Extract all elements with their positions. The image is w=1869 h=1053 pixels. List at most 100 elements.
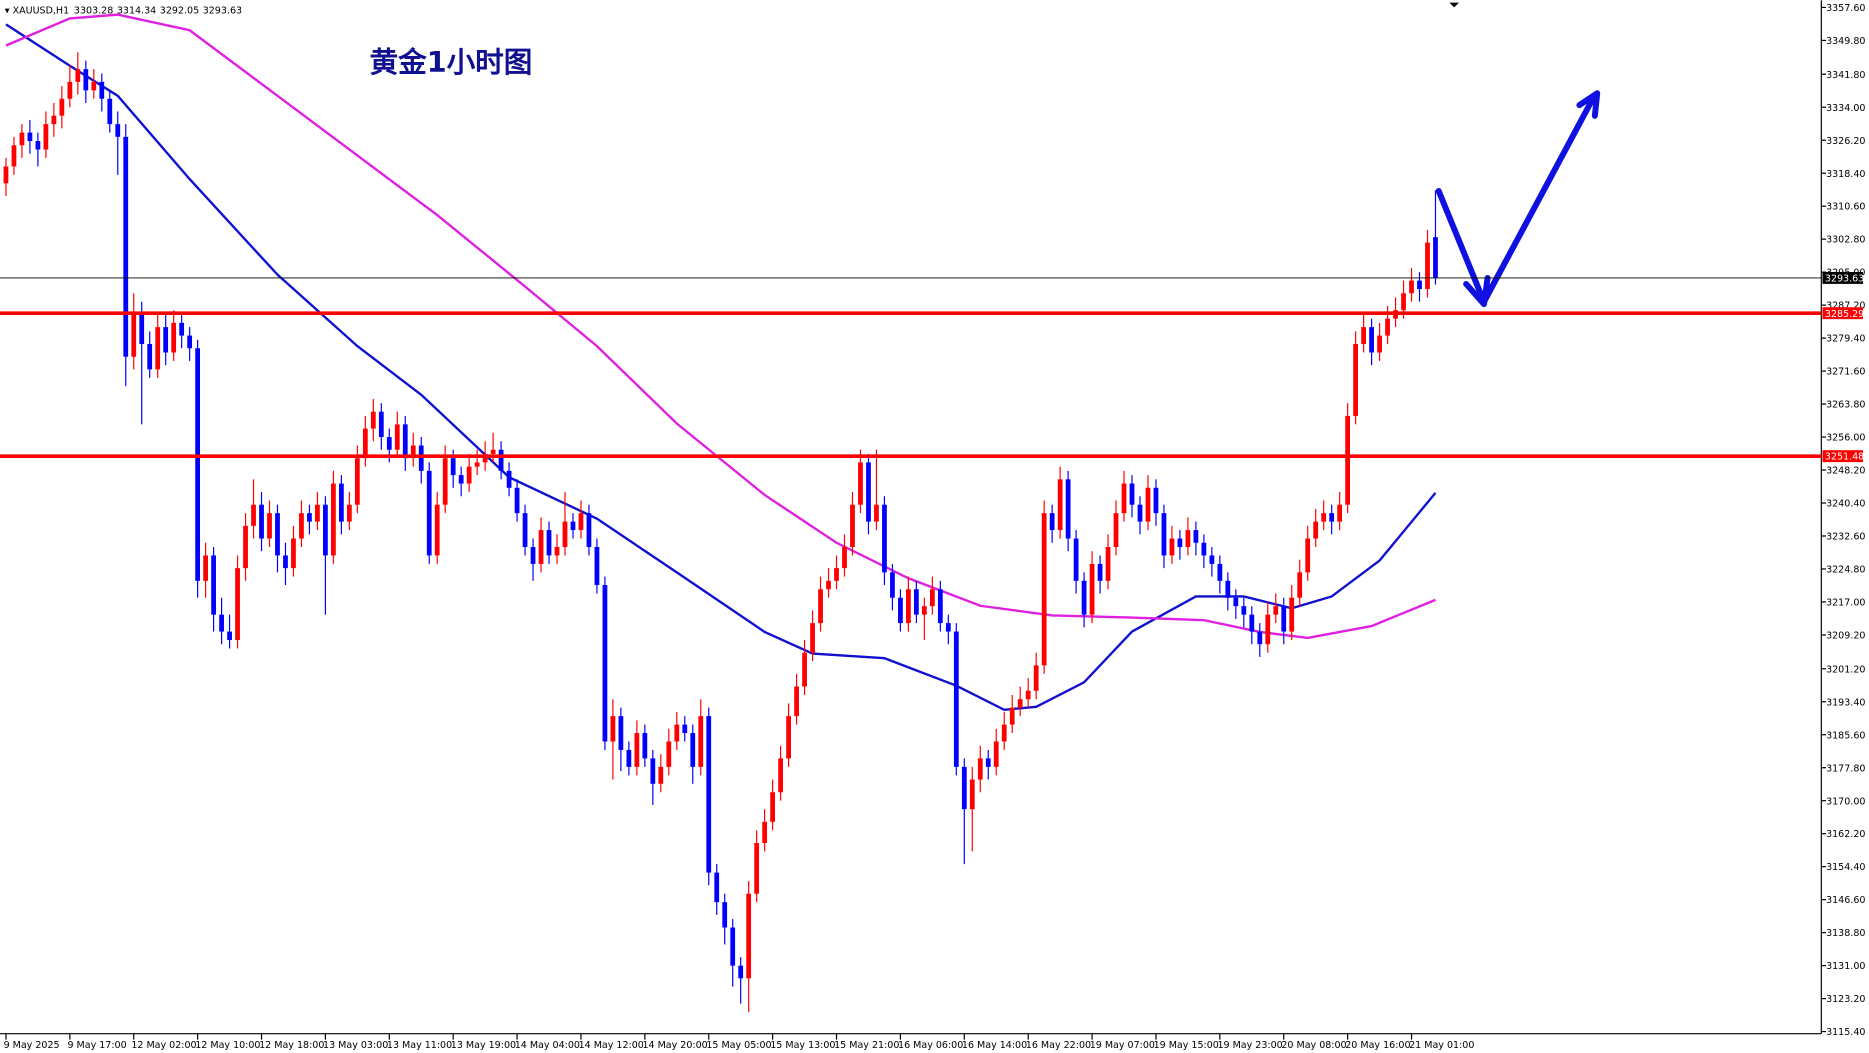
candle-body bbox=[1401, 293, 1406, 311]
x-tick-label: 16 May 14:00 bbox=[962, 1040, 1027, 1051]
candle-body bbox=[514, 487, 520, 514]
candle-body bbox=[267, 513, 272, 539]
candle-body bbox=[1065, 479, 1071, 539]
candle-body bbox=[722, 902, 728, 928]
candle-body bbox=[458, 475, 464, 484]
candle-body bbox=[1209, 555, 1215, 564]
candle-body bbox=[1049, 513, 1055, 531]
candle-body bbox=[19, 132, 25, 146]
candle-body bbox=[402, 424, 408, 459]
candle-body bbox=[346, 504, 352, 522]
candle-body bbox=[219, 614, 224, 632]
y-tick-label: 3138.80 bbox=[1826, 928, 1865, 939]
candle-body bbox=[1009, 707, 1015, 725]
x-tick-label: 14 May 04:00 bbox=[515, 1040, 580, 1051]
candle-body bbox=[51, 115, 57, 125]
x-tick-label: 19 May 23:00 bbox=[1217, 1040, 1282, 1051]
candle-body bbox=[1169, 538, 1175, 556]
candle-body bbox=[594, 546, 600, 586]
y-tick-label: 3193.40 bbox=[1826, 697, 1865, 708]
candle-body bbox=[626, 749, 632, 767]
x-tick-label: 14 May 12:00 bbox=[579, 1040, 644, 1051]
candle-body bbox=[1081, 580, 1087, 615]
candle-body bbox=[139, 314, 145, 345]
y-tick-label: 3256.00 bbox=[1826, 433, 1865, 444]
candle-body bbox=[778, 758, 784, 793]
candle-body bbox=[1417, 280, 1422, 290]
candle-body bbox=[211, 555, 216, 615]
candle-body bbox=[1289, 597, 1295, 632]
candle-body bbox=[43, 124, 49, 150]
candle-body bbox=[1025, 690, 1031, 700]
y-tick-label: 3162.20 bbox=[1826, 829, 1865, 840]
candle-body bbox=[1345, 415, 1351, 505]
candle-body bbox=[762, 821, 768, 843]
candle-body bbox=[1057, 479, 1063, 531]
candle-body bbox=[1337, 504, 1343, 522]
candle-body bbox=[1353, 344, 1359, 416]
candle-body bbox=[738, 965, 744, 979]
candle-body bbox=[714, 872, 720, 903]
candle-body bbox=[1001, 724, 1007, 742]
candle-body bbox=[418, 445, 424, 471]
x-tick-label: 16 May 22:00 bbox=[1026, 1040, 1091, 1051]
candle-body bbox=[929, 589, 935, 607]
candle-body bbox=[682, 724, 688, 734]
candle-body bbox=[434, 504, 440, 556]
candle-body bbox=[123, 136, 129, 357]
candle-body bbox=[195, 348, 201, 581]
candle-body bbox=[850, 504, 855, 547]
candle-body bbox=[1361, 327, 1366, 345]
x-tick-label: 15 May 21:00 bbox=[834, 1040, 899, 1051]
candle-body bbox=[1273, 606, 1279, 615]
candle-body bbox=[858, 462, 863, 505]
y-tick-label: 3357.60 bbox=[1826, 3, 1865, 14]
candle-body bbox=[115, 124, 121, 137]
x-tick-label: 15 May 05:00 bbox=[706, 1040, 771, 1051]
candle-body bbox=[482, 453, 488, 463]
candle-body bbox=[953, 631, 959, 767]
y-tick-label: 3263.80 bbox=[1826, 400, 1865, 411]
y-tick-label: 3123.20 bbox=[1826, 994, 1865, 1005]
y-tick-label: 3170.00 bbox=[1826, 796, 1865, 807]
candle-body bbox=[1161, 513, 1167, 556]
candle-body bbox=[35, 141, 41, 150]
y-tick-label: 3232.60 bbox=[1826, 532, 1865, 543]
candle-body bbox=[394, 424, 400, 450]
candle-body bbox=[570, 521, 576, 531]
candle-body bbox=[1185, 530, 1191, 547]
candle-body bbox=[658, 766, 664, 784]
candle-body bbox=[802, 652, 807, 687]
candle-body bbox=[1241, 606, 1247, 615]
x-tick-label: 20 May 16:00 bbox=[1345, 1040, 1410, 1051]
candle-body bbox=[259, 504, 264, 539]
header-open: 3303.28 bbox=[74, 5, 113, 16]
candle-body bbox=[602, 585, 608, 742]
y-tick-label: 3115.40 bbox=[1826, 1027, 1865, 1038]
candle-body bbox=[426, 470, 432, 556]
chart-title: 黄金1小时图 bbox=[370, 45, 533, 79]
candle-body bbox=[586, 513, 592, 547]
candle-body bbox=[969, 779, 975, 810]
candle-body bbox=[754, 842, 760, 894]
candle-body bbox=[1385, 318, 1390, 336]
header-low: 3292.05 bbox=[160, 5, 199, 16]
candle-body bbox=[283, 555, 288, 569]
candle-body bbox=[882, 504, 887, 573]
y-tick-label: 3279.40 bbox=[1826, 334, 1865, 345]
candle-body bbox=[1177, 538, 1183, 547]
candle-body bbox=[906, 589, 911, 624]
candle-body bbox=[1033, 665, 1039, 691]
symbol: XAUUSD,H1 bbox=[13, 5, 70, 16]
arrow-head bbox=[1463, 274, 1491, 308]
candle-body bbox=[1153, 487, 1159, 514]
candle-body bbox=[338, 483, 344, 522]
level-label-box bbox=[1822, 450, 1864, 463]
candle-body bbox=[83, 69, 89, 91]
x-tick-label: 15 May 13:00 bbox=[770, 1040, 835, 1051]
y-tick-label: 3287.20 bbox=[1826, 301, 1865, 312]
candle-body bbox=[1089, 563, 1095, 615]
candle-body bbox=[794, 686, 799, 717]
candle-body bbox=[1321, 513, 1327, 522]
